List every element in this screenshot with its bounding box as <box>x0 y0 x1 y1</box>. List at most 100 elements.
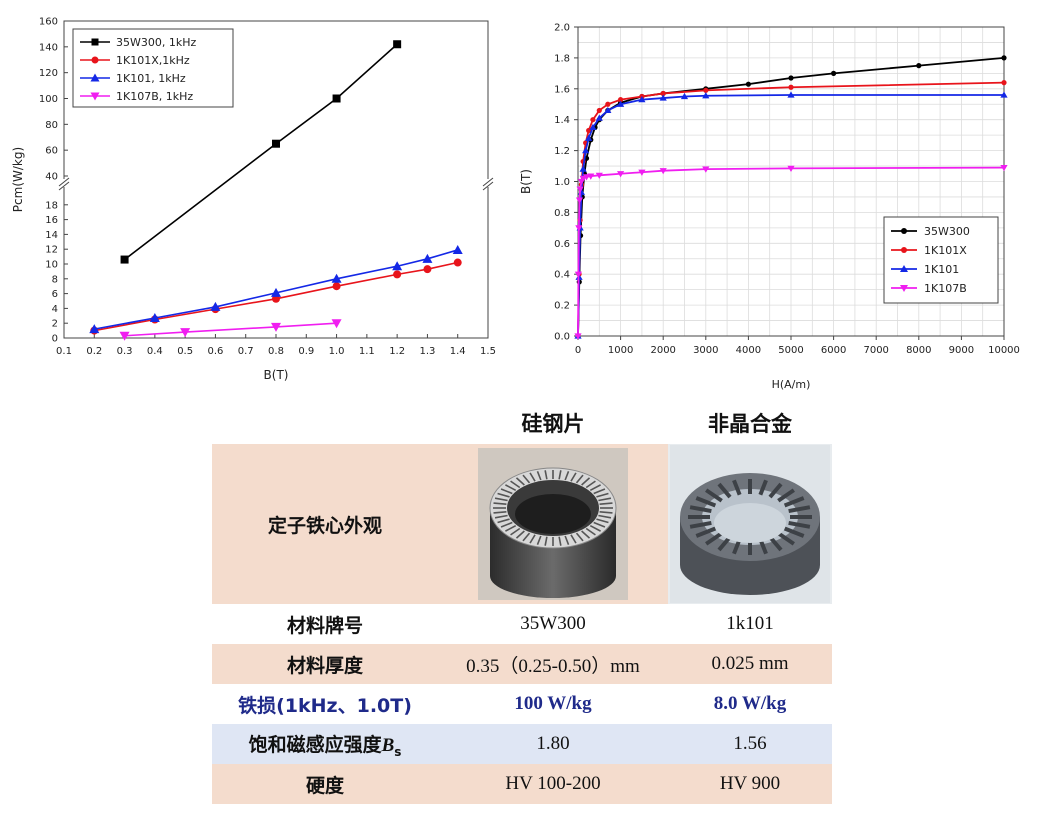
stator-slot <box>585 527 596 536</box>
data-point <box>149 313 160 323</box>
stator-slot <box>510 480 521 489</box>
x-tick-label: 6000 <box>821 345 846 356</box>
saturation-silicon-steel: 1.80 <box>438 724 668 764</box>
y-tick-label: 80 <box>45 120 58 131</box>
series-1k101 <box>574 91 1008 339</box>
stator-slot <box>544 536 548 546</box>
data-point <box>422 253 433 263</box>
x-tick-label: 0.2 <box>86 346 102 357</box>
legend: 35W300 1K101X 1K101 1K107B <box>883 216 999 304</box>
data-point <box>788 84 794 90</box>
data-point <box>638 96 646 103</box>
legend-label: 35W300 <box>924 225 970 238</box>
x-tick-label: 1.4 <box>450 346 466 357</box>
stator-slot <box>598 497 612 502</box>
data-point <box>272 139 280 148</box>
data-point <box>660 90 666 97</box>
stator-slot <box>589 484 601 492</box>
legend-marker <box>900 285 908 292</box>
y-tick-label: 8 <box>52 274 58 285</box>
x-tick-label: 0.7 <box>238 346 254 357</box>
stator-slot <box>581 530 591 539</box>
row-label-saturation: 饱和磁感应强度Bs <box>212 724 438 764</box>
data-point <box>574 333 582 340</box>
table-header-row: 硅钢片 非晶合金 <box>212 402 832 444</box>
x-tick-label: 3000 <box>693 345 718 356</box>
data-point <box>331 273 342 283</box>
y-tick-label: 1.2 <box>554 146 570 157</box>
stator-slot <box>522 474 531 484</box>
data-point <box>271 287 281 297</box>
series-1k107b-1khz <box>119 319 342 341</box>
stator-slot <box>788 505 811 514</box>
hardness-silicon-steel: HV 100-200 <box>438 764 668 804</box>
stator-slot <box>515 477 525 486</box>
col-header-amorphous-alloy: 非晶合金 <box>668 402 832 444</box>
loss-silicon-steel: 100 W/kg <box>438 684 668 724</box>
axis-break-mark-left-b <box>58 181 70 191</box>
data-point <box>585 134 593 141</box>
stator-slot <box>689 505 712 514</box>
legend-label: 1K101, 1kHz <box>116 72 186 85</box>
data-point <box>617 171 625 178</box>
row-label-grade: 材料牌号 <box>212 604 438 644</box>
y-tick-label: 12 <box>45 245 58 256</box>
stator-slot <box>564 535 570 545</box>
y-tick-label: 100 <box>39 94 58 105</box>
stator-slot <box>599 502 613 506</box>
x-tick-label: 7000 <box>863 345 888 356</box>
stator-slot <box>717 482 732 499</box>
data-point <box>831 70 837 76</box>
data-point <box>587 173 595 180</box>
legend-marker <box>901 247 907 253</box>
stator-slot <box>575 474 584 484</box>
stator-slot <box>777 488 795 503</box>
thickness-silicon-steel: 0.35（0.25-0.50）mm <box>438 644 668 684</box>
stator-slot <box>599 510 613 514</box>
y-tick-label: 1.4 <box>554 115 570 126</box>
stator-slot <box>536 471 542 481</box>
y-tick-label: 160 <box>39 17 58 28</box>
stator-slot <box>585 480 596 489</box>
stator-slot <box>695 496 717 508</box>
stator-slot <box>596 518 609 524</box>
y-tick-label: 14 <box>45 230 58 241</box>
x-tick-label: 1.5 <box>480 346 496 357</box>
grade-amorphous: 1k101 <box>668 604 832 644</box>
y-tick-label: 60 <box>45 146 58 157</box>
data-point <box>618 97 624 103</box>
material-comparison-table: 硅钢片 非晶合金 定子铁心外观 <box>212 402 832 807</box>
row-label-hardness: 硬度 <box>212 764 438 804</box>
stator-slot <box>529 472 536 482</box>
data-point <box>1000 164 1008 172</box>
data-point <box>392 261 403 271</box>
row-label-thickness: 材料厚度 <box>212 644 438 684</box>
data-point <box>787 91 795 98</box>
stator-slot <box>717 535 732 552</box>
series-35w300-1khz <box>120 40 402 264</box>
table-row-hardness: 硬度 HV 100-200 HV 900 <box>212 764 832 804</box>
table-row-loss: 铁损(1kHz、1.0T) 100 W/kg 8.0 W/kg <box>212 684 832 724</box>
stator-slot <box>783 496 805 508</box>
stator-slot <box>581 477 591 486</box>
axis-break-mark-right-a <box>482 177 494 187</box>
y-tick-label: 0.8 <box>554 208 570 219</box>
series-line-1k107b-1khz <box>124 322 337 337</box>
y-tick-label: 10 <box>45 260 58 271</box>
stator-slot <box>494 514 508 519</box>
core-loss-chart: 0.1 0.2 0.3 0.4 0.5 0.6 0.7 0.8 0.9 1.0 1.1 1.2 1.3 1… <box>11 17 496 382</box>
data-point <box>575 225 583 232</box>
row-label-appearance: 定子铁心外观 <box>212 444 438 604</box>
series-1k107b <box>574 164 1008 340</box>
stator-slot <box>593 521 606 528</box>
axis-break-mark-left-a <box>58 177 70 187</box>
y-axis-label: Pcm(W/kg) <box>11 147 25 212</box>
stator-slot <box>500 488 513 495</box>
data-point <box>89 324 100 334</box>
stator-slot <box>768 535 783 552</box>
data-point <box>180 328 191 338</box>
data-point <box>787 165 795 172</box>
stator-slot <box>500 521 513 528</box>
y-axis-label: B(T) <box>519 169 533 194</box>
legend-marker <box>90 73 100 82</box>
